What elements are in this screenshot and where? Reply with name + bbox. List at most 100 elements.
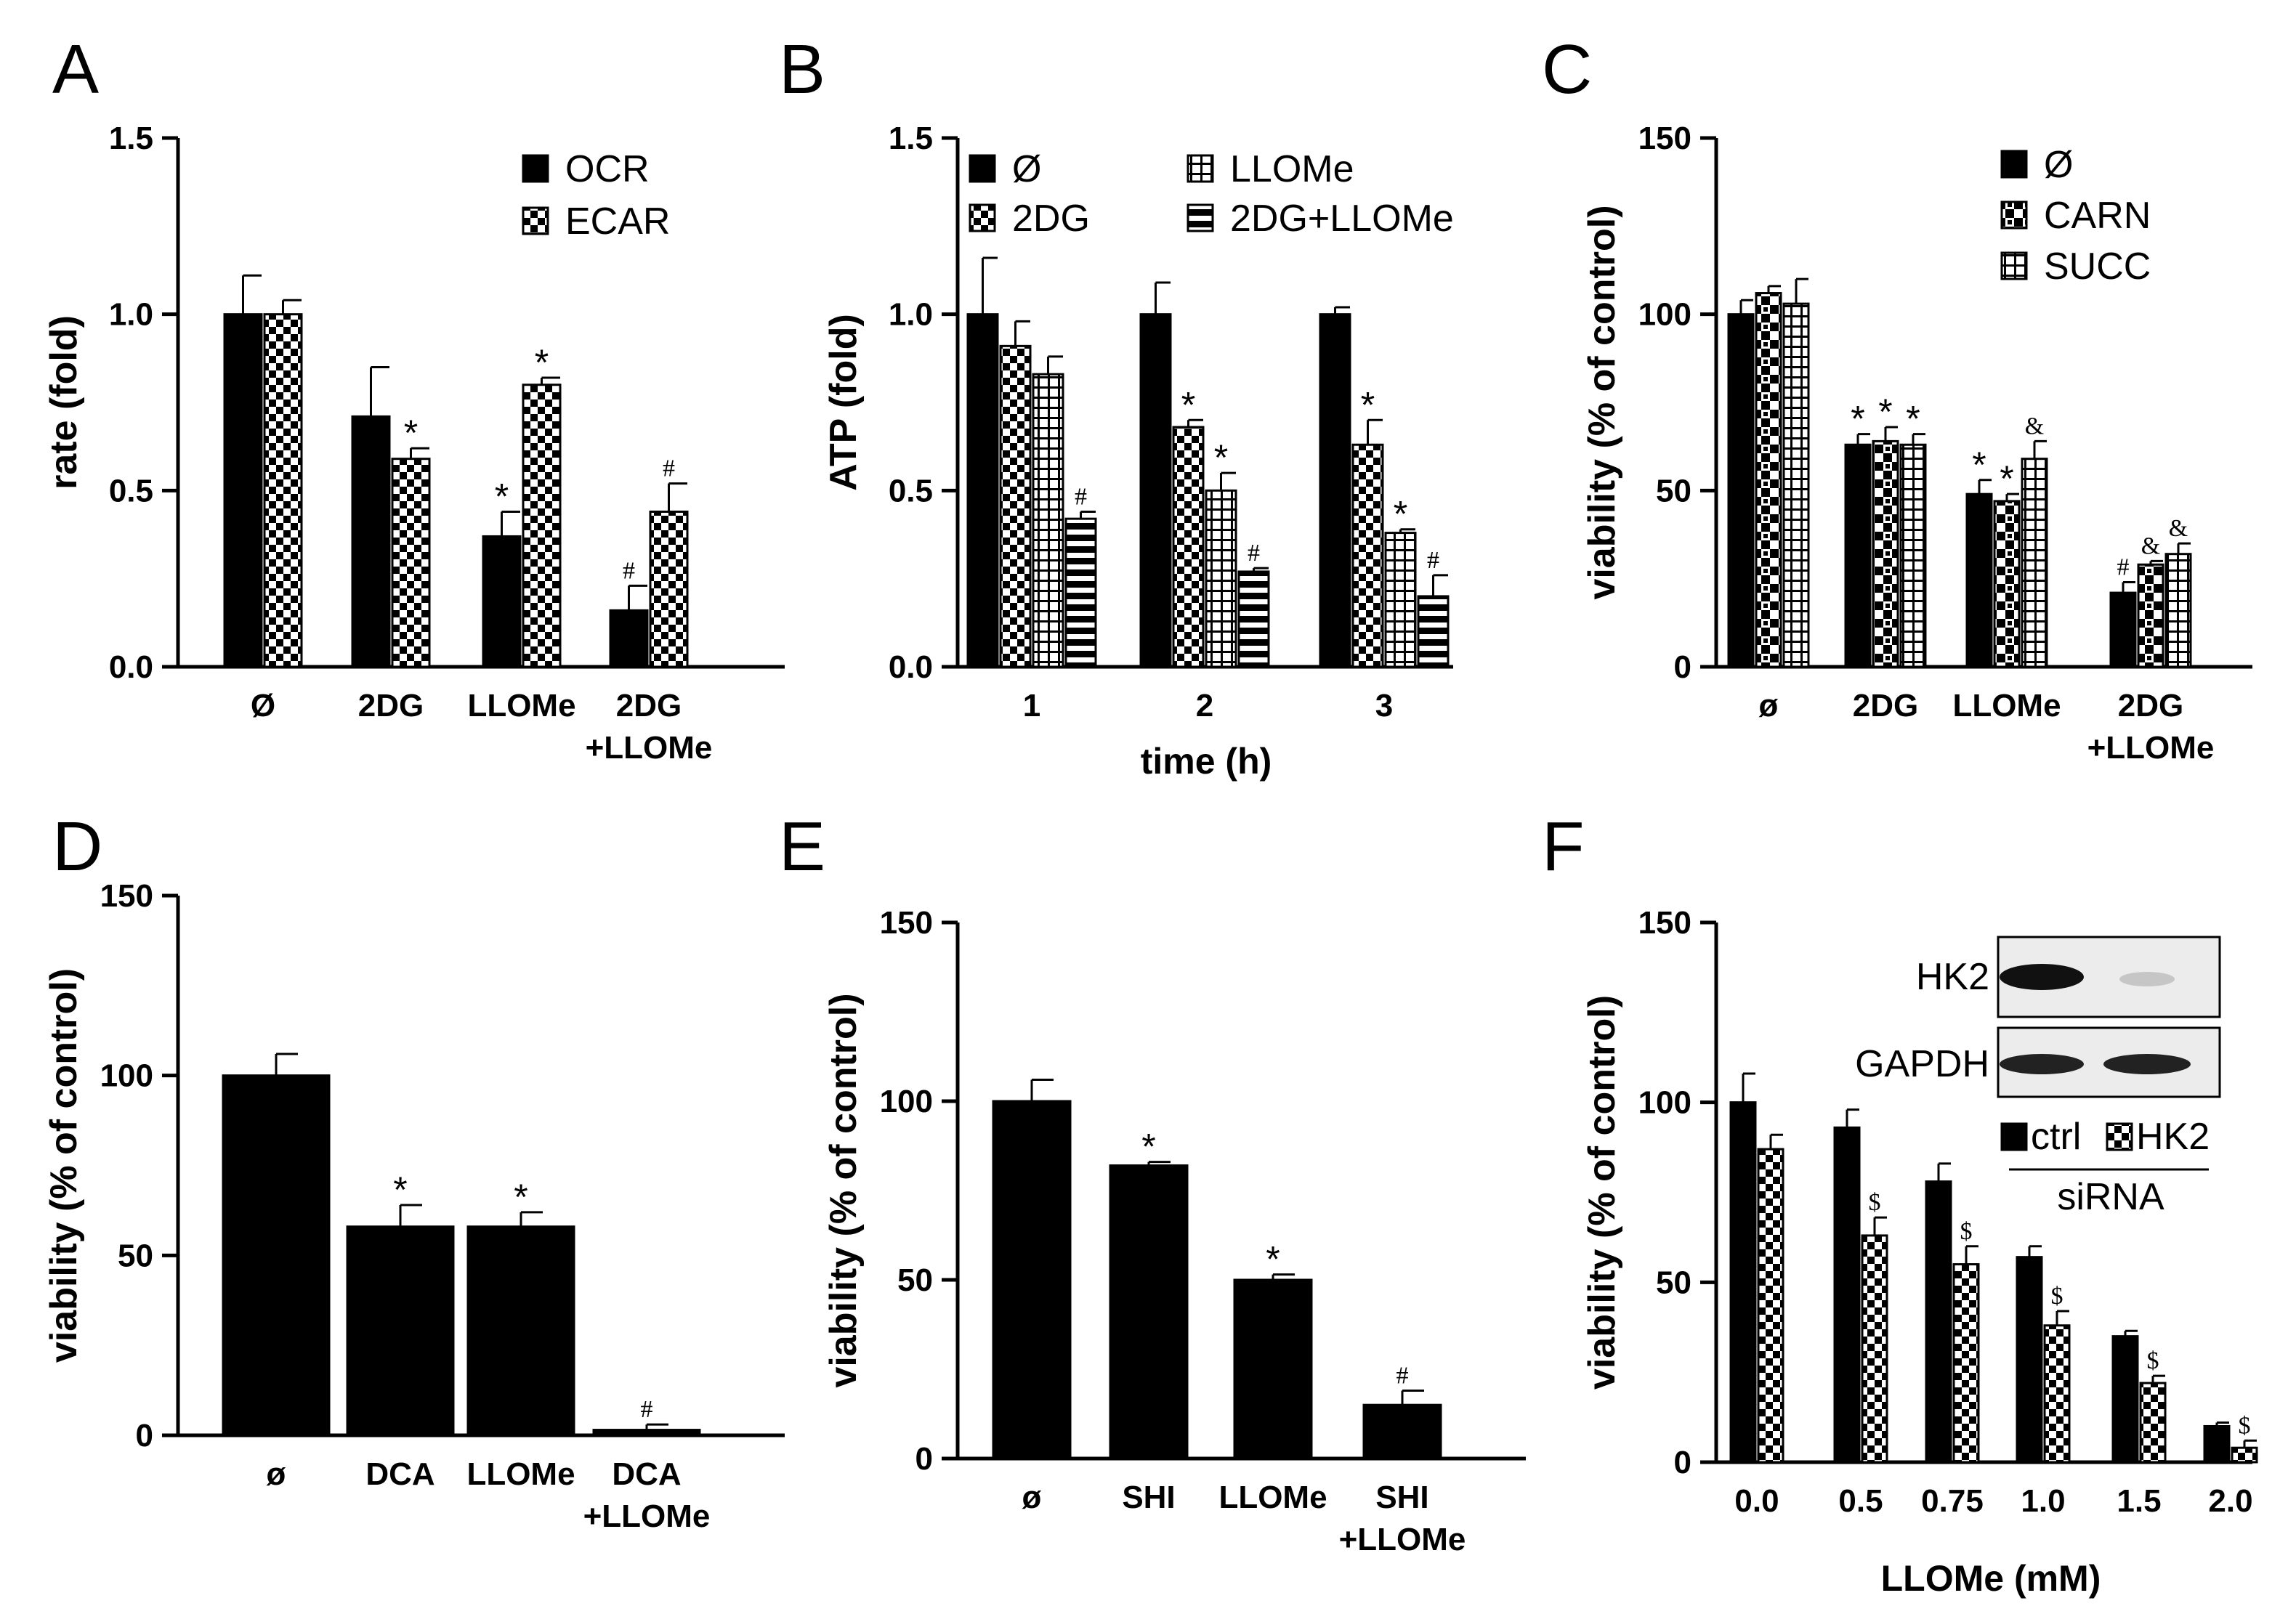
bar	[2043, 1324, 2071, 1464]
x-tick-label: 0.0	[1734, 1483, 1779, 1519]
bar	[1993, 500, 2021, 668]
legend-label: Ø	[1012, 148, 1041, 190]
blot-label-hk2: HK2	[1916, 956, 1989, 998]
chart-e: 0 50 100 150 viability (% of control) ø SHI * LL…	[822, 905, 1526, 1557]
y-tick-label: 50	[1656, 1265, 1691, 1300]
chart-a: 0.0 0.5 1.0 1.5 rate (fold) Ø 2DG * LLOMe * * 2DG +L…	[43, 121, 785, 766]
chart-d: 0 50 100 150 viability (% of control) ø DCA * LL…	[43, 878, 785, 1534]
legend-label: HK2	[2136, 1116, 2210, 1158]
bar	[1139, 313, 1172, 668]
bar	[649, 510, 689, 668]
significance-mark: #	[663, 455, 675, 482]
panel-label-a: A	[52, 31, 99, 108]
y-tick-label: 0.5	[109, 473, 153, 508]
panel-label-c: C	[1542, 31, 1592, 108]
legend-label: LLOMe	[1230, 148, 1354, 190]
x-tick-label: +LLOMe	[1339, 1522, 1466, 1557]
legend-swatch	[1187, 154, 1214, 183]
bar	[391, 458, 431, 668]
y-axis-title: viability (% of control)	[1581, 995, 1623, 1390]
legend-swatch	[2106, 1122, 2133, 1151]
chart-b: 0.0 0.5 1.0 1.5 ATP (fold) time (h) 1 #2 * * #3 * * #…	[822, 121, 1454, 782]
bar	[1899, 443, 1927, 668]
y-tick-label: 50	[118, 1238, 153, 1273]
bar	[222, 1074, 331, 1437]
legend-swatch	[969, 154, 996, 183]
y-axis-title: rate (fold)	[43, 315, 85, 490]
y-tick-label: 1.5	[109, 121, 153, 156]
significance-mark: #	[1248, 540, 1260, 567]
bar	[1925, 1180, 1952, 1464]
bar	[1727, 313, 1755, 668]
bar	[1755, 292, 1782, 668]
legend-swatch	[2000, 200, 2028, 230]
bar	[2109, 591, 2137, 668]
significance-mark: *	[404, 413, 418, 453]
panel-label-d: D	[52, 808, 102, 885]
chart-c: 0 50 100 150 viability (% of control) ø 2DG * * *…	[1581, 121, 2252, 766]
bar	[1384, 532, 1417, 668]
bar	[346, 1225, 455, 1437]
x-tick-label: SHI	[1122, 1480, 1175, 1515]
x-tick-label: 1	[1023, 688, 1040, 723]
legend-swatch	[2000, 1122, 2028, 1151]
x-tick-label: ø	[1022, 1480, 1042, 1515]
bar	[482, 535, 522, 668]
significance-mark: *	[1972, 445, 1986, 485]
y-tick-label: 0	[136, 1418, 153, 1453]
y-tick-label: 50	[1656, 473, 1691, 508]
significance-mark: #	[1427, 547, 1439, 574]
significance-mark: #	[2117, 554, 2130, 581]
x-tick-label: Ø	[251, 688, 275, 723]
x-tick-label: DCA	[612, 1456, 681, 1492]
bar	[992, 1100, 1072, 1460]
significance-mark: &	[2141, 532, 2160, 559]
bar	[1844, 443, 1872, 668]
y-tick-label: 1.0	[889, 297, 933, 333]
y-tick-label: 0	[1674, 649, 1691, 685]
bar	[1782, 302, 1810, 668]
x-tick-label: ø	[1759, 688, 1779, 723]
bar	[2231, 1446, 2258, 1464]
bar	[2139, 1382, 2167, 1464]
blot-band-gapdh-ctrl	[2000, 1054, 2084, 1074]
significance-mark: &	[2169, 515, 2188, 542]
bar	[351, 415, 391, 668]
significance-mark: *	[393, 1169, 407, 1210]
significance-mark: *	[1361, 384, 1375, 425]
blot-band-gapdh-kd	[2103, 1054, 2191, 1074]
legend-label: 2DG	[1012, 198, 1090, 240]
bar	[999, 344, 1032, 668]
y-axis-title: viability (% of control)	[1581, 205, 1623, 599]
legend-label: SUCC	[2044, 246, 2151, 288]
y-tick-label: 0.0	[109, 649, 153, 685]
significance-mark: $	[1960, 1218, 1973, 1245]
bar	[522, 384, 562, 668]
significance-mark: *	[1141, 1127, 1155, 1167]
bar	[1729, 1101, 1757, 1464]
bar	[1233, 1278, 1313, 1460]
x-tick-label: 2.0	[2208, 1483, 2252, 1519]
panel-label-e: E	[779, 808, 825, 885]
y-axis-title: ATP (fold)	[822, 314, 865, 491]
x-tick-label: SHI	[1375, 1480, 1428, 1515]
y-tick-label: 150	[1638, 905, 1691, 941]
x-axis-title: time (h)	[1141, 741, 1272, 782]
bar	[263, 313, 303, 668]
bar	[609, 609, 649, 668]
x-axis-title: LLOMe (mM)	[1881, 1558, 2101, 1599]
significance-mark: *	[1214, 437, 1228, 478]
legend-caption: siRNA	[2057, 1176, 2164, 1218]
legend-label: 2DG+LLOMe	[1230, 198, 1454, 240]
blot-band-hk2-kd	[2119, 972, 2175, 986]
x-tick-label: +LLOMe	[2087, 730, 2215, 766]
significance-mark: *	[1394, 494, 1407, 535]
x-tick-label: LLOMe	[1218, 1480, 1327, 1515]
legend-swatch	[1187, 203, 1214, 232]
legend-label: ECAR	[565, 200, 670, 243]
significance-mark: &	[2025, 413, 2044, 439]
bar	[466, 1225, 575, 1437]
chart-f: 0 50 100 150 viability (% of control) LLOMe (…	[1581, 905, 2258, 1599]
legend-swatch	[969, 203, 996, 232]
